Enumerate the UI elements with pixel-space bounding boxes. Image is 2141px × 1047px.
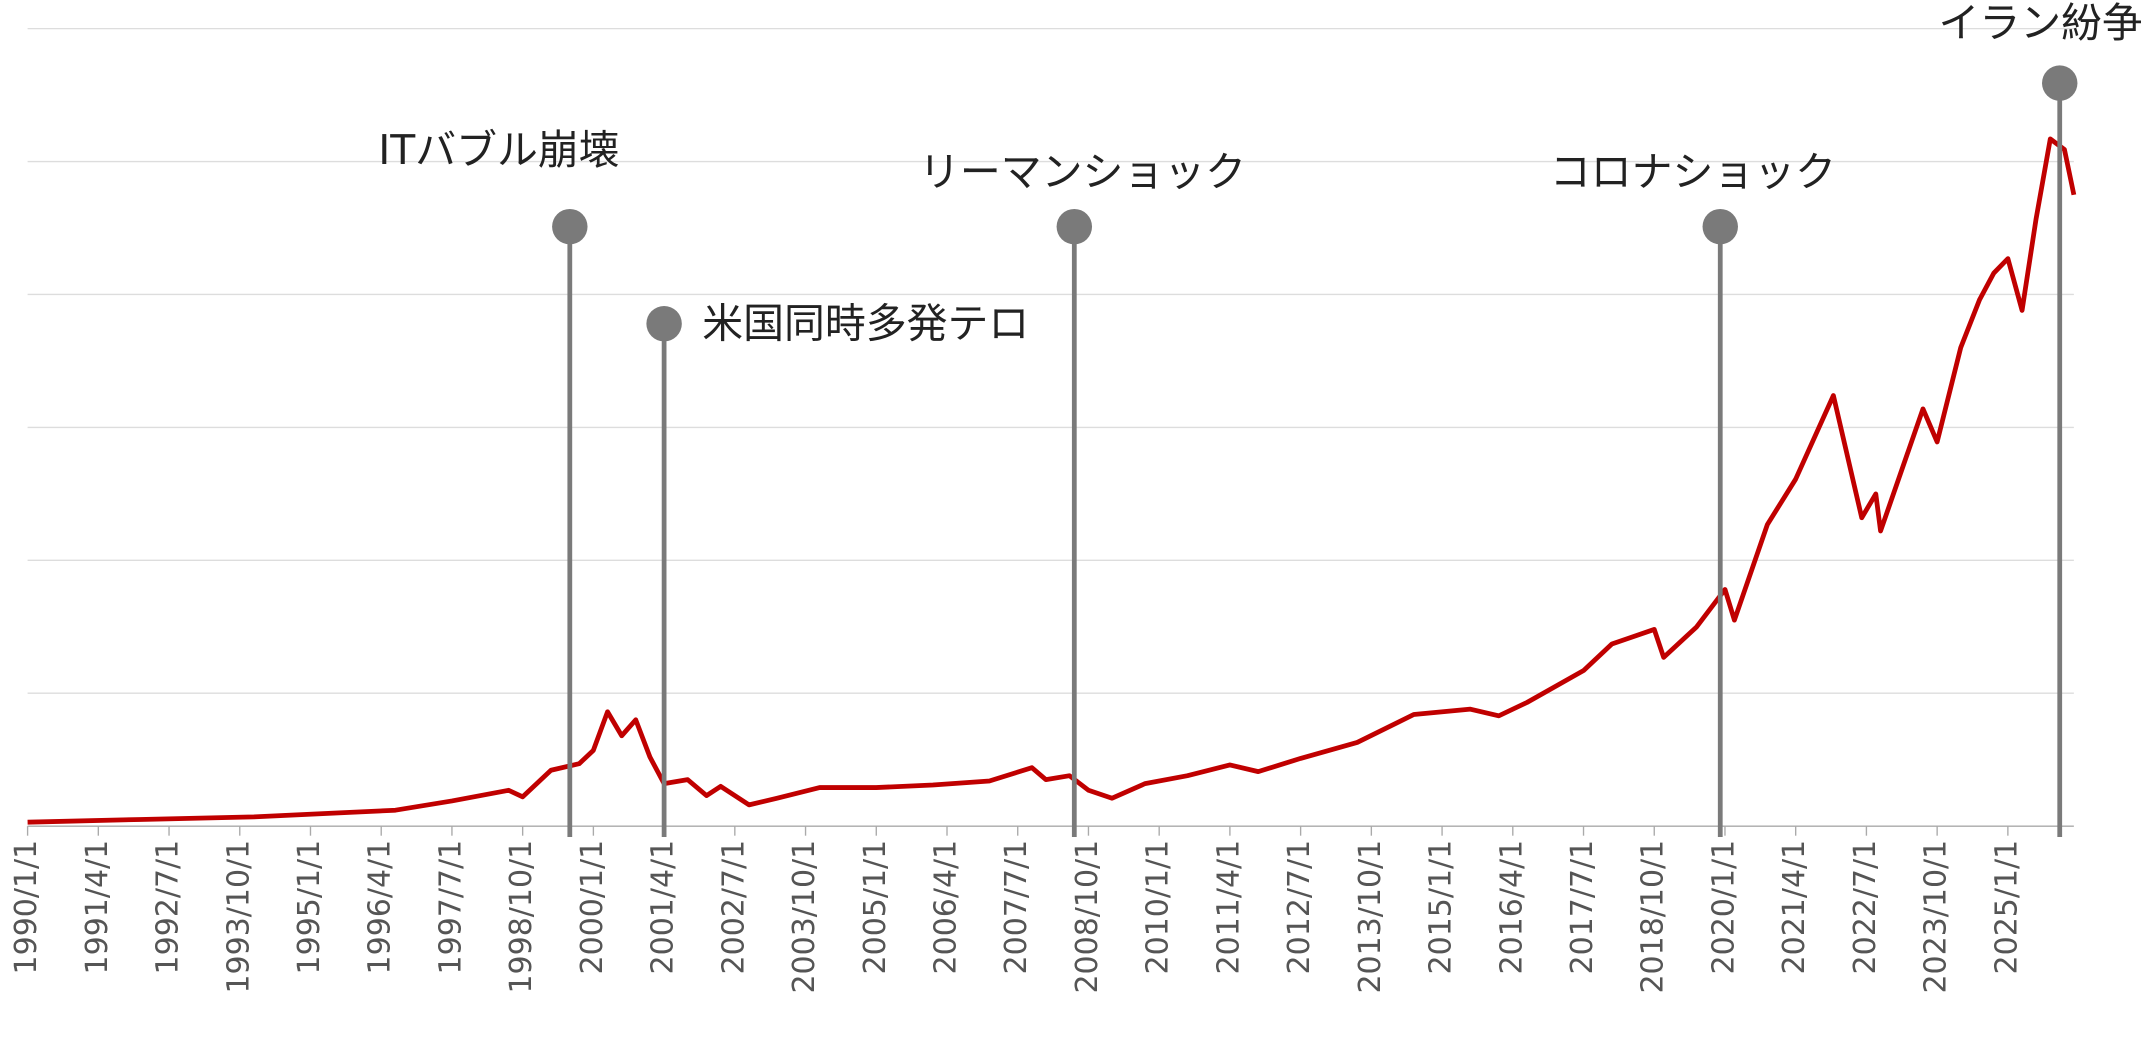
x-tick-label: 2023/10/1 xyxy=(1919,840,1954,994)
x-tick-label: 2018/10/1 xyxy=(1636,840,1671,994)
event-label: イラン紛争 xyxy=(1938,0,2141,47)
x-tick-label: 2001/4/1 xyxy=(646,840,681,975)
event-marker xyxy=(2042,65,2078,101)
event-marker xyxy=(552,208,588,245)
x-tick-label: 2003/10/1 xyxy=(787,840,822,994)
x-tick-label: 2022/7/1 xyxy=(1848,840,1883,975)
event-label: コロナショック xyxy=(1550,148,1836,196)
x-tick-label: 1990/1/1 xyxy=(9,840,44,975)
x-tick-label: 2020/1/1 xyxy=(1706,840,1741,975)
price-line xyxy=(27,136,2077,825)
x-tick-label: 2010/1/1 xyxy=(1141,840,1176,975)
x-tick-label: 2011/4/1 xyxy=(1211,840,1246,975)
event-label: ITバブル崩壊 xyxy=(378,126,619,174)
x-tick-label: 1991/4/1 xyxy=(80,840,115,975)
x-tick-label: 2017/7/1 xyxy=(1565,840,1600,975)
event-label: リーマンショック xyxy=(919,148,1246,196)
x-tick-label: 2002/7/1 xyxy=(716,840,751,975)
x-tick-label: 2016/4/1 xyxy=(1494,840,1529,975)
x-tick-label: 2015/1/1 xyxy=(1424,840,1459,975)
x-tick-label: 1993/10/1 xyxy=(221,840,256,994)
x-tick-label: 2007/7/1 xyxy=(999,840,1034,975)
x-tick-label: 1998/10/1 xyxy=(504,840,539,994)
event-label: 米国同時多発テロ xyxy=(702,299,1029,347)
x-tick-label: 2025/1/1 xyxy=(1989,840,2024,975)
event-marker xyxy=(1056,208,1093,245)
x-tick-label: 1996/4/1 xyxy=(363,840,398,975)
x-tick-label: 2013/10/1 xyxy=(1353,840,1388,994)
event-marker xyxy=(1702,208,1738,245)
x-tick-label: 2006/4/1 xyxy=(929,840,964,975)
x-tick-label: 1997/7/1 xyxy=(433,840,468,975)
x-tick-label: 2000/1/1 xyxy=(575,840,610,975)
event-marker xyxy=(646,305,682,342)
x-tick-label: 2005/1/1 xyxy=(858,840,893,975)
x-tick-label: 1995/1/1 xyxy=(292,840,327,975)
x-tick-label: 1992/7/1 xyxy=(151,840,186,975)
x-tick-label: 2008/10/1 xyxy=(1070,840,1105,994)
x-tick-label: 2021/4/1 xyxy=(1777,840,1812,975)
x-tick-label: 2012/7/1 xyxy=(1282,840,1317,975)
